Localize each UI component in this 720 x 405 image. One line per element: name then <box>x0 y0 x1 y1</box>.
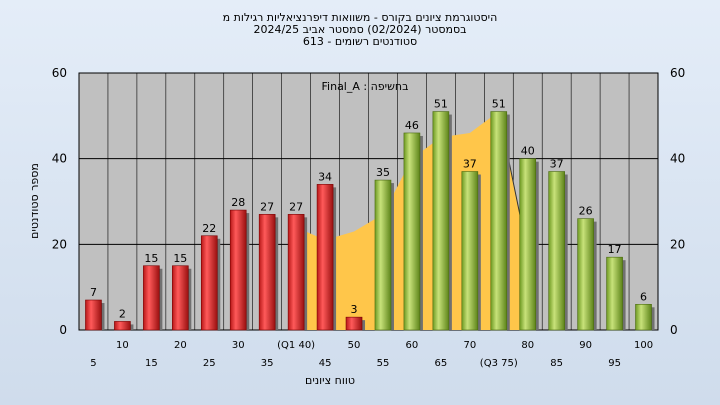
y-tick-label-right: 60 <box>670 66 685 80</box>
bar <box>548 171 565 331</box>
x-axis-label: טווח ציונים <box>305 374 355 387</box>
bar <box>635 303 652 331</box>
x-tick-label: 100 <box>634 340 653 351</box>
bar <box>345 316 363 331</box>
bar <box>85 299 102 331</box>
bar <box>229 209 247 331</box>
y-tick-label-right: 20 <box>670 237 685 251</box>
y-tick-label-right: 40 <box>670 152 685 166</box>
data-label: 37 <box>550 158 564 171</box>
bar <box>374 179 392 331</box>
data-label: 3 <box>351 303 358 316</box>
x-tick-label: 25 <box>203 358 216 369</box>
data-label: 34 <box>318 170 332 183</box>
x-tick-label: 55 <box>377 358 390 369</box>
chart-title-line3: סטודנטים רשומים - 613 <box>302 35 418 48</box>
bar <box>461 171 479 331</box>
bar <box>606 256 623 331</box>
x-tick-label: 35 <box>261 358 274 369</box>
data-label: 28 <box>231 196 245 209</box>
data-label: 6 <box>640 290 647 303</box>
bar <box>403 132 421 331</box>
x-tick-label: 65 <box>435 358 448 369</box>
x-tick-label: 20 <box>174 340 187 351</box>
data-label: 26 <box>579 205 593 218</box>
x-tick-label: 70 <box>463 340 476 351</box>
data-label: 17 <box>608 243 622 256</box>
bar <box>258 214 276 331</box>
data-label: 15 <box>173 252 187 265</box>
data-label: 27 <box>289 200 303 213</box>
x-tick-label: 15 <box>145 358 158 369</box>
data-label: 37 <box>463 158 477 171</box>
data-label: 22 <box>202 222 216 235</box>
x-tick-label: 95 <box>608 358 621 369</box>
bar <box>287 214 305 331</box>
chart-title-line2: בסמסטר (02/2024) סמסטר אביב 2024/25 <box>253 23 467 36</box>
bar <box>114 321 131 331</box>
x-tick-label: 5 <box>90 358 96 369</box>
x-tick-label: 85 <box>550 358 563 369</box>
data-label: 2 <box>119 307 126 320</box>
bar <box>432 111 450 331</box>
bar <box>172 265 189 331</box>
data-label: 27 <box>260 200 274 213</box>
y-tick-label-left: 0 <box>59 323 67 337</box>
data-label: 51 <box>492 98 506 111</box>
x-tick-label: 90 <box>579 340 592 351</box>
bar <box>200 235 218 331</box>
x-tick-label: 60 <box>406 340 419 351</box>
data-label: 40 <box>521 145 535 158</box>
y-axis-label: מספר סטודנטים <box>28 163 41 239</box>
data-label: 7 <box>90 286 97 299</box>
data-label: 46 <box>405 119 419 132</box>
bar <box>143 265 160 331</box>
x-tick-label: 80 <box>521 340 534 351</box>
x-tick-label: (Q1 40) <box>277 340 315 351</box>
x-tick-label: 45 <box>319 358 332 369</box>
bar <box>316 184 334 331</box>
x-tick-label: 10 <box>116 340 129 351</box>
bar <box>519 158 537 331</box>
y-tick-label-left: 40 <box>52 152 67 166</box>
data-label: 15 <box>144 252 158 265</box>
bar <box>490 111 508 331</box>
y-tick-label-left: 20 <box>52 237 67 251</box>
bar <box>577 218 594 331</box>
y-tick-label-right: 0 <box>670 323 678 337</box>
data-label: 51 <box>434 98 448 111</box>
chart-title-line1: היסטוגרמת ציונים בקורס - משוואות דיפרנצי… <box>222 11 498 24</box>
x-tick-label: 30 <box>232 340 245 351</box>
x-tick-label: (Q3 75) <box>480 358 518 369</box>
y-tick-label-left: 60 <box>52 66 67 80</box>
chart-annotation: בחשיפה : Final_A <box>322 80 409 93</box>
data-label: 35 <box>376 166 390 179</box>
x-tick-label: 50 <box>348 340 361 351</box>
